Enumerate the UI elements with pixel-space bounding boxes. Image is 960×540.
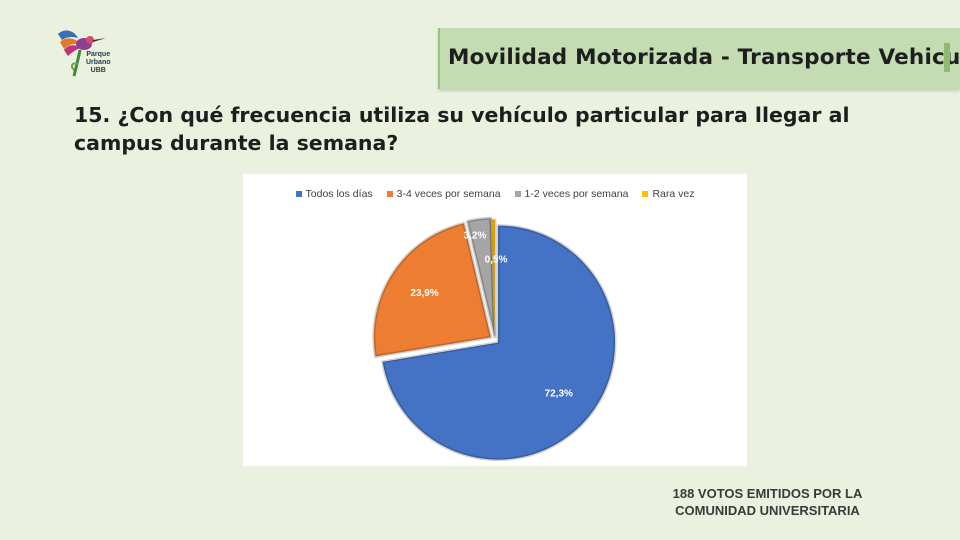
pie-slice [465, 216, 496, 337]
vote-count-line1: 188 VOTOS EMITIDOS POR LA [672, 486, 863, 501]
legend-label: Todos los días [305, 188, 373, 200]
logo-text-line2: Urbano [86, 59, 111, 66]
legend-item: 3-4 veces por semana [386, 188, 501, 200]
legend-label: 1-2 veces por semana [524, 188, 629, 200]
banner-left-edge [438, 28, 440, 89]
vote-count-note: 188 VOTOS EMITIDOS POR LA COMUNIDAD UNIV… [640, 485, 895, 519]
legend-swatch [295, 191, 302, 197]
logo-text-line1: Parque [86, 51, 111, 58]
legend-swatch [386, 191, 393, 197]
chart-legend: Todos los días 3-4 veces por semana 1-2 ve… [243, 188, 747, 200]
hummingbird-icon [58, 30, 106, 77]
legend-item: Todos los días [295, 188, 373, 200]
legend-item: 1-2 veces por semana [514, 188, 629, 200]
vote-count-line2: COMUNIDAD UNIVERSITARIA [675, 503, 860, 518]
logo-text-line3: UBB [90, 67, 106, 74]
legend-item: Rara vez [642, 188, 694, 200]
pie-slice [489, 218, 497, 339]
data-label: 23,9% [410, 288, 438, 299]
legend-swatch [642, 191, 649, 197]
title-accent-bar [944, 43, 950, 72]
pie-slice [372, 221, 493, 358]
legend-swatch [514, 191, 521, 197]
pie-slice [381, 224, 617, 462]
pie-chart-svg: 72,3% 23,9% 3,2% 0,5% [372, 216, 617, 462]
slide-title: Movilidad Motorizada - Transporte Vehicu… [448, 45, 960, 70]
data-label: 0,5% [485, 255, 508, 266]
legend-label: Rara vez [652, 188, 695, 200]
pie-chart: Todos los días 3-4 veces por semana 1-2 ve… [243, 174, 747, 466]
data-label: 3,2% [464, 231, 487, 242]
survey-question: 15. ¿Con qué frecuencia utiliza su vehíc… [74, 103, 850, 155]
legend-label: 3-4 veces por semana [396, 188, 501, 200]
parque-urbano-logo: Parque Urbano UBB [50, 24, 130, 80]
data-label: 72,3% [545, 389, 573, 400]
title-banner: Movilidad Motorizada - Transporte Vehicu… [438, 28, 960, 89]
